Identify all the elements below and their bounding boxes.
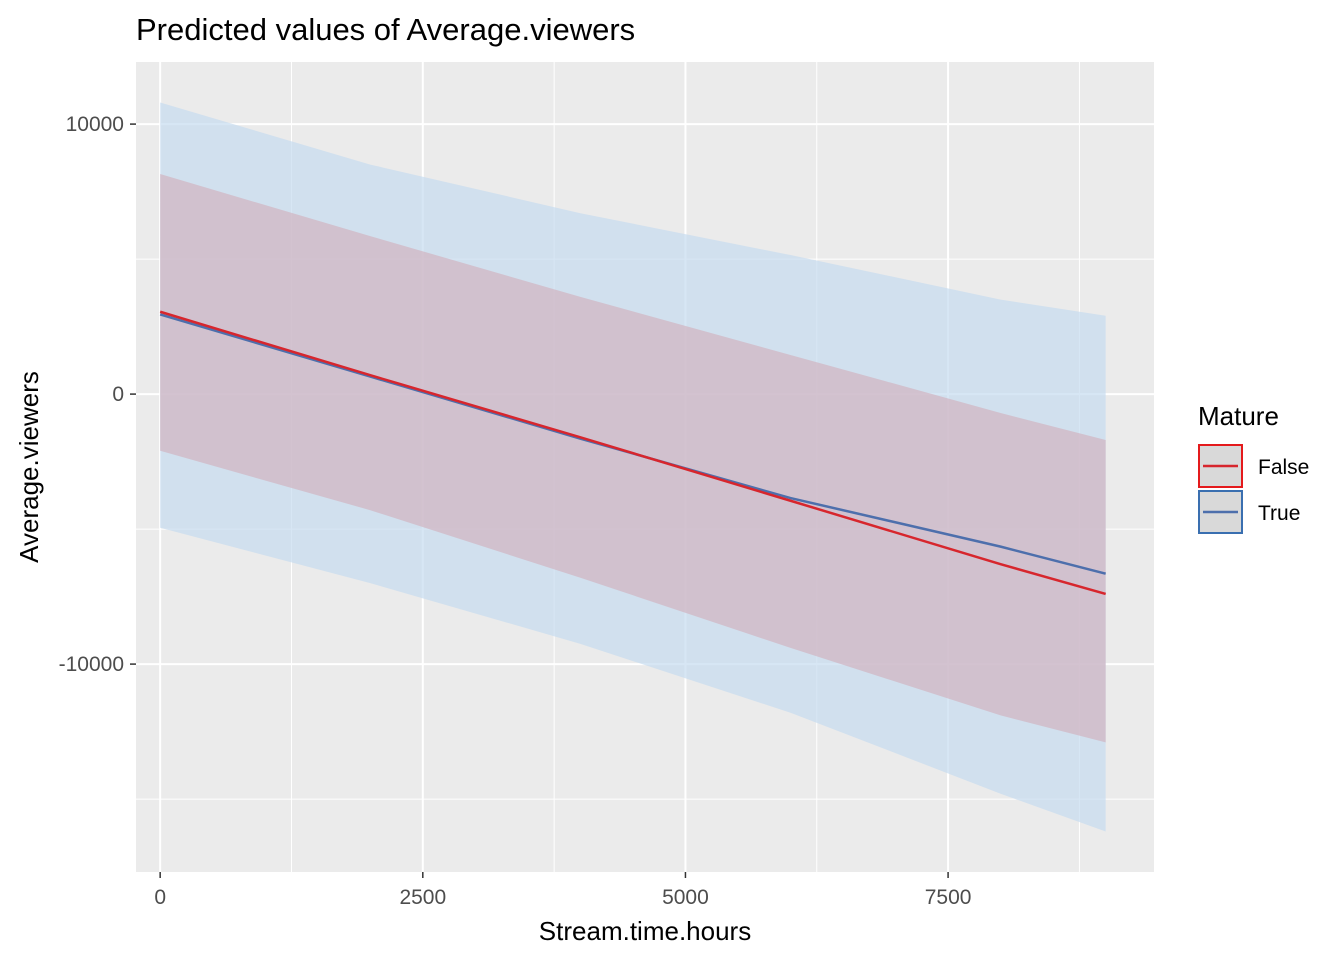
x-tick-label: 5000 <box>662 886 709 909</box>
legend-label-true: True <box>1258 502 1300 525</box>
x-tick-label: 2500 <box>399 886 446 909</box>
chart-title: Predicted values of Average.viewers <box>136 12 635 47</box>
axes: 0 2500 5000 7500 10000 0 -10000 <box>59 113 972 909</box>
series-lines <box>159 310 1107 596</box>
x-tick-label: 7500 <box>925 886 972 909</box>
legend: Mature False True <box>1198 401 1309 534</box>
line-false <box>159 310 1107 596</box>
confidence-ribbons <box>160 102 1106 832</box>
legend-label-false: False <box>1258 456 1309 479</box>
y-axis-title: Average.viewers <box>14 371 44 563</box>
ribbon-false <box>160 174 1106 743</box>
legend-title: Mature <box>1198 401 1279 431</box>
y-tick-label: 0 <box>112 383 124 406</box>
x-tick-label: 0 <box>154 886 166 909</box>
x-axis-title: Stream.time.hours <box>539 916 751 946</box>
legend-item-false: False <box>1198 444 1309 488</box>
y-tick-label: -10000 <box>59 653 124 676</box>
legend-item-true: True <box>1198 490 1300 534</box>
y-tick-label: 10000 <box>66 113 124 136</box>
